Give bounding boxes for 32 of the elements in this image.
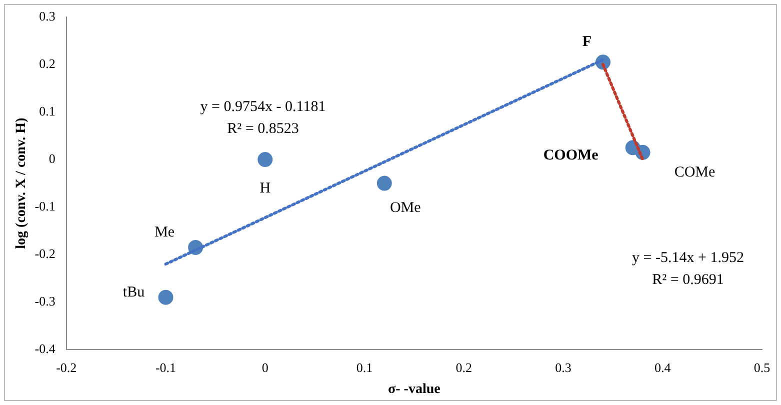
y-tick-label: -0.4: [34, 341, 56, 356]
x-axis-title: σ- -value: [388, 382, 440, 398]
point: [258, 152, 273, 168]
annotation: F: [582, 34, 592, 50]
point: [158, 290, 174, 305]
y-tick-label: 0.2: [39, 56, 56, 71]
y-tick-label: -0.1: [34, 198, 56, 214]
y-tick-label: -0.3: [34, 294, 56, 309]
x-tick-label: 0.2: [456, 360, 472, 375]
x-tick-label: 0: [262, 360, 268, 375]
annotation: Me: [154, 224, 175, 240]
annotation: OMe: [390, 200, 422, 216]
x-tick-label: 0.5: [754, 360, 770, 375]
annotation: COOMe: [543, 148, 599, 164]
y-axis-title: log (conv. X / conv. H): [14, 117, 30, 249]
point: [376, 176, 392, 191]
y-tick-label: 0: [48, 150, 56, 166]
annotation: R² = 0.8523: [227, 120, 299, 137]
annotation: R² = 0.9691: [652, 272, 724, 288]
annotation: tBu: [122, 284, 146, 300]
x-tick-label: 0.1: [356, 360, 373, 375]
y-tick-label: 0.3: [39, 8, 56, 24]
y-tick-label: 0.1: [39, 103, 56, 118]
y-tick-label: -0.2: [34, 246, 56, 261]
annotation: COMe: [674, 164, 716, 180]
x-tick-label: -0.2: [56, 360, 77, 375]
annotation: H: [260, 180, 271, 196]
annotation: y = 0.9754x - 0.1181: [200, 98, 326, 115]
annotation: y = -5.14x + 1.952: [632, 250, 744, 266]
x-tick-label: 0.4: [654, 360, 672, 375]
x-tick-label: 0.3: [555, 360, 572, 375]
x-tick-label: -0.1: [155, 360, 176, 375]
